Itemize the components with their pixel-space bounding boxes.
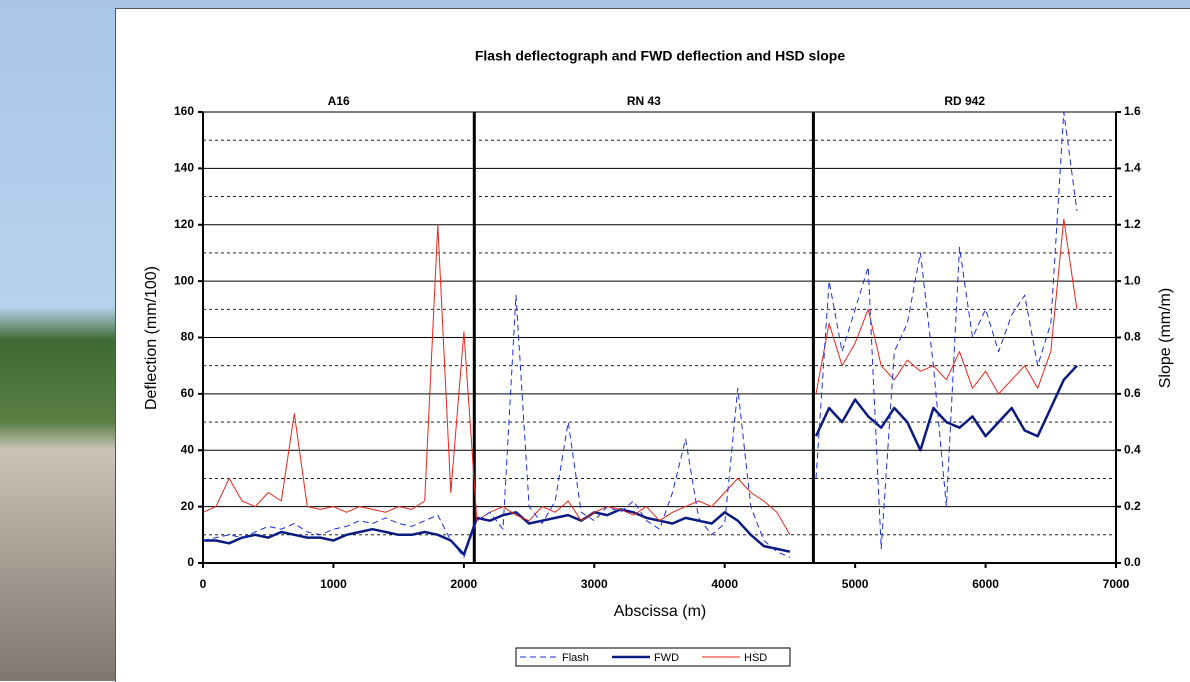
section-label: RN 43 xyxy=(627,94,661,108)
section-label: A16 xyxy=(328,94,350,108)
y2-tick-label: 1.2 xyxy=(1124,217,1141,231)
x-tick-label: 7000 xyxy=(1103,577,1130,591)
legend-box xyxy=(515,647,791,667)
legend-label: FWD xyxy=(654,652,679,664)
chart-panel xyxy=(115,8,1190,682)
x-tick-label: 1000 xyxy=(320,577,347,591)
y-tick-label: 80 xyxy=(181,330,195,344)
y2-tick-label: 1.4 xyxy=(1124,161,1141,175)
section-label: RD 942 xyxy=(944,94,985,108)
series-line xyxy=(203,364,1078,556)
x-tick-label: 3000 xyxy=(581,577,608,591)
legend-label: HSD xyxy=(744,652,767,664)
y-tick-label: 40 xyxy=(181,442,195,456)
y2-tick-label: 0.2 xyxy=(1124,499,1141,513)
series-line xyxy=(202,111,1078,558)
y-tick-label: 60 xyxy=(181,386,195,400)
x-tick-label: 6000 xyxy=(972,577,999,591)
y-tick-label: 160 xyxy=(174,104,194,118)
y-tick-label: 140 xyxy=(174,161,194,175)
x-axis-title: Abscissa (m) xyxy=(614,603,706,620)
y2-tick-label: 0.8 xyxy=(1124,330,1141,344)
legend-label: Flash xyxy=(562,652,589,664)
y-axis-title: Deflection (mm/100) xyxy=(143,266,160,410)
y2-tick-label: 0.4 xyxy=(1124,442,1141,456)
x-tick-label: 4000 xyxy=(711,577,738,591)
y2-tick-label: 1.6 xyxy=(1124,104,1141,118)
y-tick-label: 120 xyxy=(174,217,194,231)
y-tick-label: 0 xyxy=(187,555,194,569)
y2-tick-label: 0.6 xyxy=(1124,386,1141,400)
series-line xyxy=(202,218,1078,536)
x-tick-label: 0 xyxy=(200,577,207,591)
y2-tick-label: 1.0 xyxy=(1124,273,1141,287)
x-tick-label: 5000 xyxy=(842,577,869,591)
y2-axis-title: Slope (mm/m) xyxy=(1157,288,1174,388)
y-tick-label: 20 xyxy=(181,499,195,513)
chart-title: Flash deflectograph and FWD deflection a… xyxy=(475,48,845,64)
y-tick-label: 100 xyxy=(174,273,194,287)
y2-tick-label: 0.0 xyxy=(1124,555,1141,569)
x-tick-label: 2000 xyxy=(451,577,478,591)
